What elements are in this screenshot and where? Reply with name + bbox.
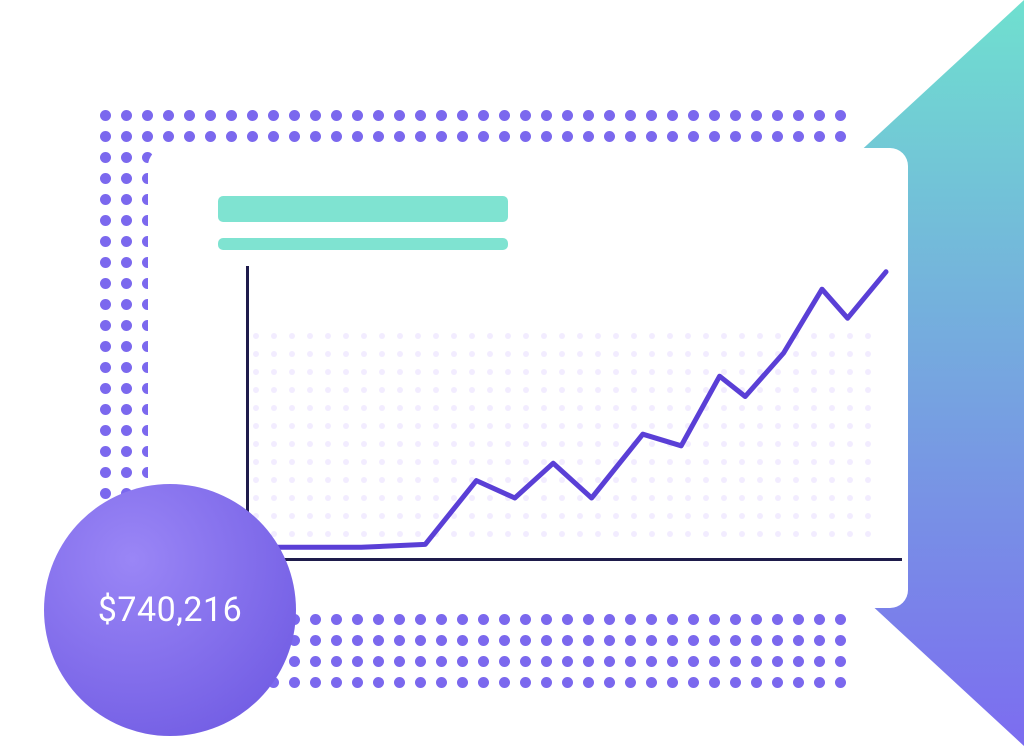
- subtitle-placeholder-bar: [218, 238, 508, 250]
- line-chart: [246, 266, 906, 576]
- infographic-stage: $740,216: [0, 0, 1024, 746]
- title-placeholder-bar: [218, 196, 508, 222]
- value-badge: $740,216: [44, 484, 296, 736]
- value-badge-text: $740,216: [98, 590, 242, 630]
